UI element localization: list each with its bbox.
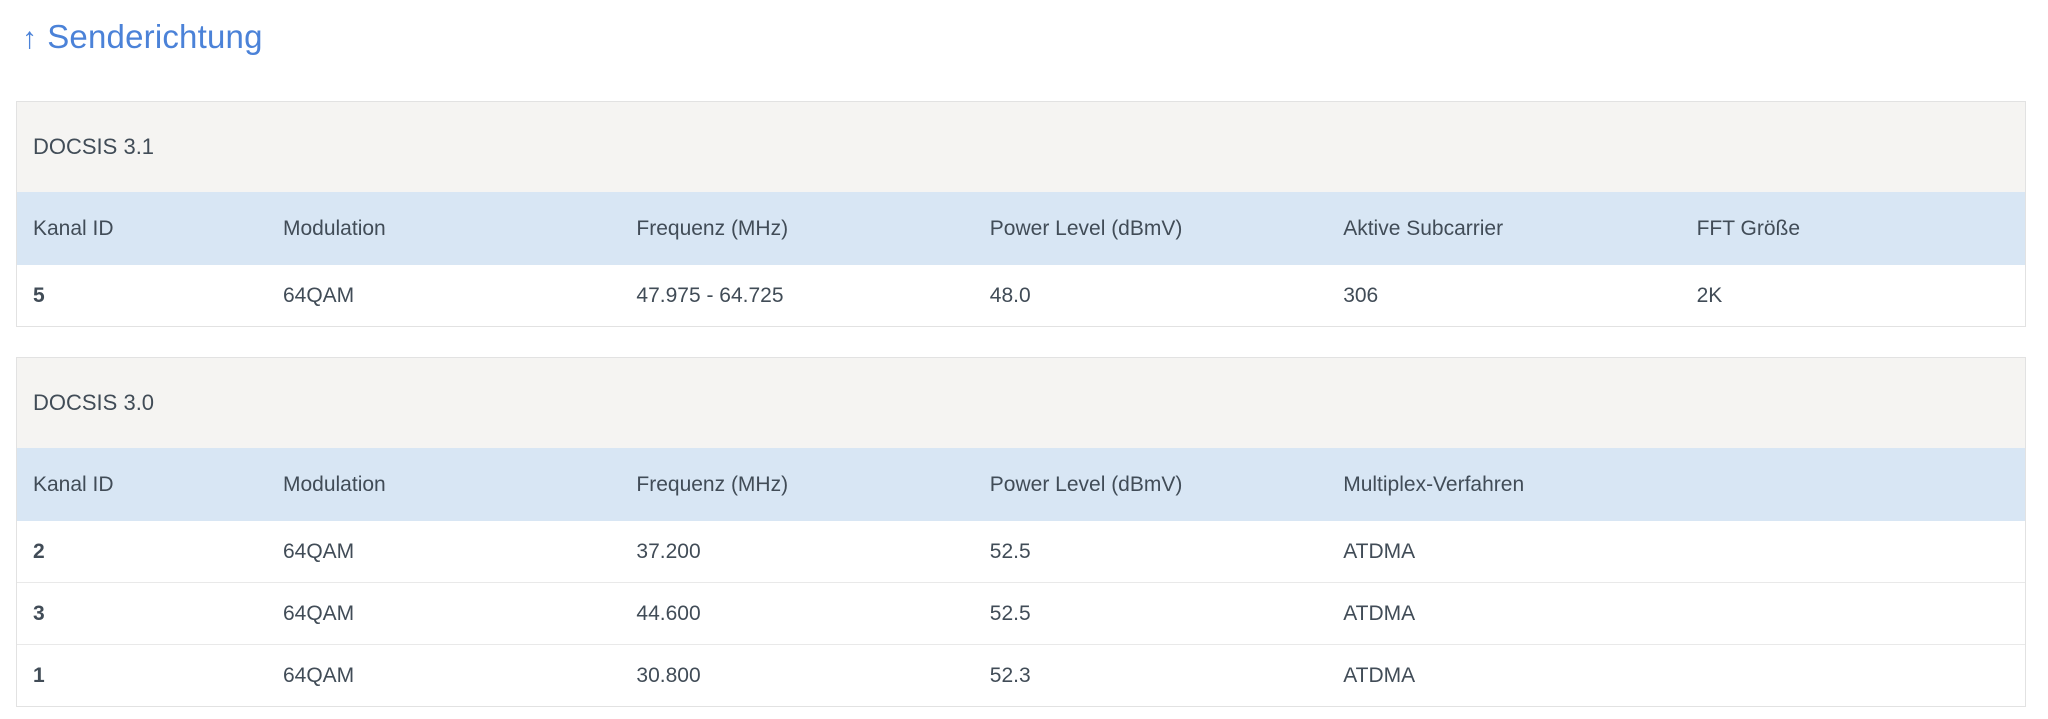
column-header: Power Level (dBmV) bbox=[973, 447, 1328, 521]
page-title-label: Senderichtung bbox=[47, 18, 263, 55]
cell: 64QAM bbox=[266, 264, 621, 326]
cell: 52.5 bbox=[973, 520, 1328, 582]
up-arrow-icon: ↑ bbox=[22, 22, 38, 55]
column-header: Kanal ID bbox=[17, 447, 267, 521]
docsis-3-1-panel: DOCSIS 3.1 Kanal ID Modulation Frequenz (M… bbox=[16, 100, 2026, 327]
cell: ATDMA bbox=[1327, 581, 2025, 644]
docsis-3-0-panel: DOCSIS 3.0 Kanal ID Modulation Frequenz (M… bbox=[16, 356, 2026, 707]
table-row: 5 64QAM 47.975 - 64.725 48.0 306 2K bbox=[17, 264, 2025, 326]
cell: 48.0 bbox=[973, 264, 1328, 326]
cell: 64QAM bbox=[266, 520, 621, 582]
section-title-docsis-3-0: DOCSIS 3.0 bbox=[17, 357, 2025, 448]
column-header: Power Level (dBmV) bbox=[973, 191, 1328, 265]
column-header: Frequenz (MHz) bbox=[620, 447, 974, 521]
table-row: 3 64QAM 44.600 52.5 ATDMA bbox=[17, 581, 2025, 644]
cell: 37.200 bbox=[620, 520, 974, 582]
table-row: 1 64QAM 30.800 52.3 ATDMA bbox=[17, 643, 2025, 706]
cell: 306 bbox=[1327, 264, 1681, 326]
column-header: Multiplex-Verfahren bbox=[1327, 447, 2025, 521]
cell-kanal-id: 5 bbox=[17, 264, 267, 326]
table-header-row: Kanal ID Modulation Frequenz (MHz) Power Le… bbox=[17, 447, 2025, 521]
section-title-docsis-3-1: DOCSIS 3.1 bbox=[17, 101, 2025, 192]
page-title: ↑ Senderichtung bbox=[22, 16, 2048, 58]
column-header: Frequenz (MHz) bbox=[620, 191, 974, 265]
cell: 64QAM bbox=[266, 581, 621, 644]
cell: 2K bbox=[1680, 264, 2025, 326]
cell: 52.5 bbox=[973, 581, 1328, 644]
column-header: Modulation bbox=[266, 191, 621, 265]
cell: 30.800 bbox=[620, 643, 974, 706]
cell: 64QAM bbox=[266, 643, 621, 706]
table-row: 2 64QAM 37.200 52.5 ATDMA bbox=[17, 520, 2025, 582]
cell-kanal-id: 2 bbox=[17, 520, 267, 582]
column-header: Modulation bbox=[266, 447, 621, 521]
cell: ATDMA bbox=[1327, 520, 2025, 582]
cell: 44.600 bbox=[620, 581, 974, 644]
cell: 47.975 - 64.725 bbox=[620, 264, 974, 326]
column-header: Kanal ID bbox=[17, 191, 267, 265]
cell: 52.3 bbox=[973, 643, 1328, 706]
column-header: Aktive Subcarrier bbox=[1327, 191, 1681, 265]
docsis-3-0-table: Kanal ID Modulation Frequenz (MHz) Power Le… bbox=[17, 447, 2025, 706]
column-header: FFT Größe bbox=[1680, 191, 2025, 265]
cell-kanal-id: 1 bbox=[17, 643, 267, 706]
docsis-3-1-table: Kanal ID Modulation Frequenz (MHz) Power Le… bbox=[17, 191, 2025, 326]
cell: ATDMA bbox=[1327, 643, 2025, 706]
table-header-row: Kanal ID Modulation Frequenz (MHz) Power Le… bbox=[17, 191, 2025, 265]
cell-kanal-id: 3 bbox=[17, 581, 267, 644]
